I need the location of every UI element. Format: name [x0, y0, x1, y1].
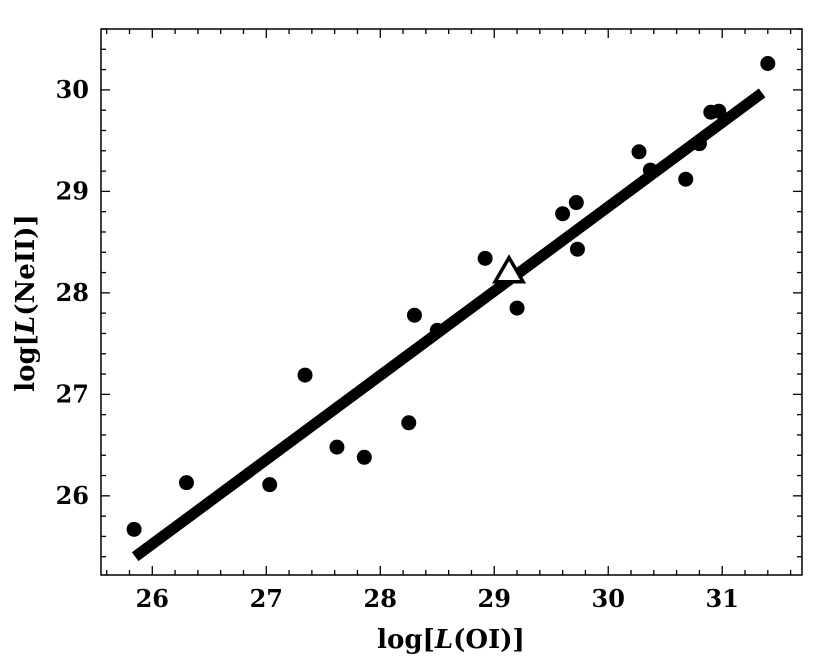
plot-border	[100, 28, 803, 576]
data-point	[569, 241, 585, 257]
triangle-data-point	[492, 254, 527, 284]
data-point	[760, 56, 776, 72]
x-tick-label: 28	[364, 584, 397, 613]
data-point	[678, 171, 694, 187]
data-point	[401, 415, 417, 431]
data-point	[262, 477, 278, 493]
data-point	[178, 475, 194, 491]
data-point	[711, 103, 727, 119]
data-point	[509, 300, 525, 316]
x-tick-label: 31	[706, 584, 739, 613]
x-tick-label: 26	[136, 584, 169, 613]
data-point	[329, 439, 345, 455]
data-point	[568, 195, 584, 211]
fit-line-layer	[131, 88, 766, 562]
plot-frame	[100, 28, 803, 576]
x-tick-label: 29	[478, 584, 511, 613]
x-tick-label: 30	[592, 584, 625, 613]
axis-ticks	[101, 28, 802, 575]
data-point	[126, 521, 142, 537]
data-point	[642, 162, 658, 178]
data-point	[356, 449, 372, 465]
y-tick-label: 27	[56, 379, 89, 408]
fit-line	[131, 88, 766, 562]
data-point	[691, 136, 707, 152]
x-tick-label: 27	[250, 584, 283, 613]
x-axis-label: log[L(OI)]	[377, 625, 525, 655]
y-axis-label: log[L(NeII)]	[11, 214, 41, 392]
y-tick-label: 29	[56, 176, 89, 205]
tick-labels: 26 27 28 29 30 31 26 27 28 29 30	[56, 75, 739, 613]
data-point	[297, 367, 313, 383]
data-point	[406, 307, 422, 323]
y-tick-label: 28	[56, 278, 89, 307]
data-point	[555, 206, 571, 222]
data-point	[477, 250, 493, 266]
y-tick-label: 30	[56, 75, 89, 104]
data-points	[126, 56, 776, 537]
y-tick-label: 26	[56, 481, 89, 510]
data-point	[429, 322, 445, 338]
data-point	[631, 144, 647, 160]
